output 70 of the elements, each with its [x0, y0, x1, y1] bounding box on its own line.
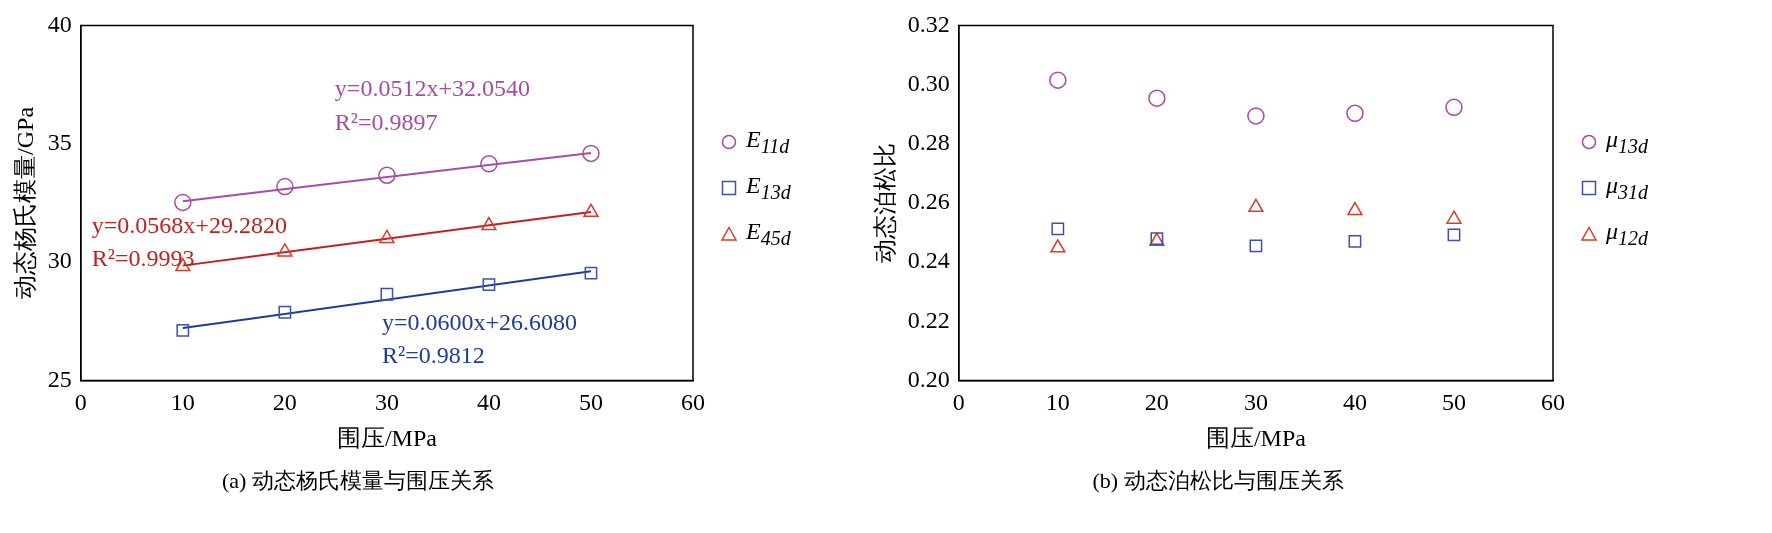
annotation: y=0.0512x+32.0540	[334, 75, 530, 102]
x-tick-label: 50	[1441, 389, 1466, 416]
point	[1348, 234, 1362, 248]
y-tick-label: 0.28	[907, 129, 950, 156]
legend-label: μ$_{12d}$	[1606, 217, 1649, 250]
annotation: R²=0.9812	[382, 341, 485, 368]
point	[1247, 107, 1265, 125]
y-axis-title: 动态泊松比	[871, 142, 898, 263]
x-tick-label: 0	[74, 389, 87, 416]
annotation: R²=0.9897	[334, 108, 438, 135]
text: (a) 动态杨氏模量与围压关系	[221, 467, 495, 495]
point	[1347, 201, 1363, 216]
y-tick-label: 0.32	[907, 10, 950, 37]
annotation: y=0.0568x+29.2820	[91, 212, 287, 239]
x-tick-label: 40	[476, 389, 501, 416]
point	[1446, 210, 1462, 224]
point	[1049, 71, 1067, 89]
y-tick-label: 40	[47, 10, 72, 37]
point	[584, 266, 598, 280]
x-tick-label: 0	[952, 389, 965, 416]
y-tick-label: 0.20	[907, 365, 950, 392]
point	[1051, 222, 1065, 236]
y-tick-label: 0.30	[907, 69, 950, 96]
x-tick-label: 60	[681, 389, 705, 416]
text: (b) 动态泊松比与围压关系	[1091, 467, 1345, 495]
annotation: y=0.0600x+26.6080	[382, 308, 578, 335]
x-tick-label: 50	[578, 389, 603, 416]
point	[1249, 239, 1263, 253]
point	[379, 229, 395, 244]
y-tick-label: 0.26	[907, 188, 950, 215]
point	[1445, 98, 1463, 117]
point	[176, 324, 190, 337]
y-axis-title: 动态杨氏模量/GPa	[11, 106, 38, 299]
x-tick-label: 10	[1045, 389, 1070, 416]
point	[582, 144, 600, 163]
point	[378, 166, 396, 184]
annotation: R²=0.9993	[91, 245, 195, 272]
point	[481, 216, 497, 231]
point	[174, 193, 192, 212]
point	[276, 177, 294, 196]
x-axis-title: 围压/MPa	[1205, 424, 1307, 451]
y-tick-label: 30	[47, 247, 72, 274]
legend-label: μ$_{31d}$	[1606, 172, 1649, 204]
y-tick-label: 35	[47, 129, 72, 156]
y-tick-label: 0.24	[907, 247, 950, 274]
point	[1346, 104, 1364, 123]
point	[1050, 239, 1066, 253]
x-tick-label: 60	[1541, 389, 1565, 416]
point	[480, 155, 498, 173]
y-tick-label: 0.22	[907, 306, 950, 333]
x-tick-label: 30	[1243, 389, 1268, 416]
point	[1148, 89, 1166, 107]
legend-label: μ$_{13d}$	[1606, 126, 1649, 159]
point	[1447, 228, 1461, 242]
legend-label: E$_{11d}$	[746, 126, 790, 159]
x-tick-label: 20	[1144, 389, 1169, 416]
legend-label: E$_{13d}$	[746, 172, 791, 204]
point	[583, 203, 599, 218]
x-tick-label: 20	[272, 389, 297, 416]
point	[277, 243, 293, 257]
legend-label: E$_{45d}$	[746, 217, 791, 250]
x-tick-label: 10	[170, 389, 195, 416]
x-tick-label: 40	[1342, 389, 1367, 416]
point	[482, 278, 496, 291]
point	[1248, 198, 1264, 213]
x-tick-label: 30	[374, 389, 399, 416]
point	[380, 287, 394, 301]
y-tick-label: 25	[47, 365, 72, 392]
x-axis-title: 围压/MPa	[336, 424, 438, 451]
point	[278, 305, 292, 319]
